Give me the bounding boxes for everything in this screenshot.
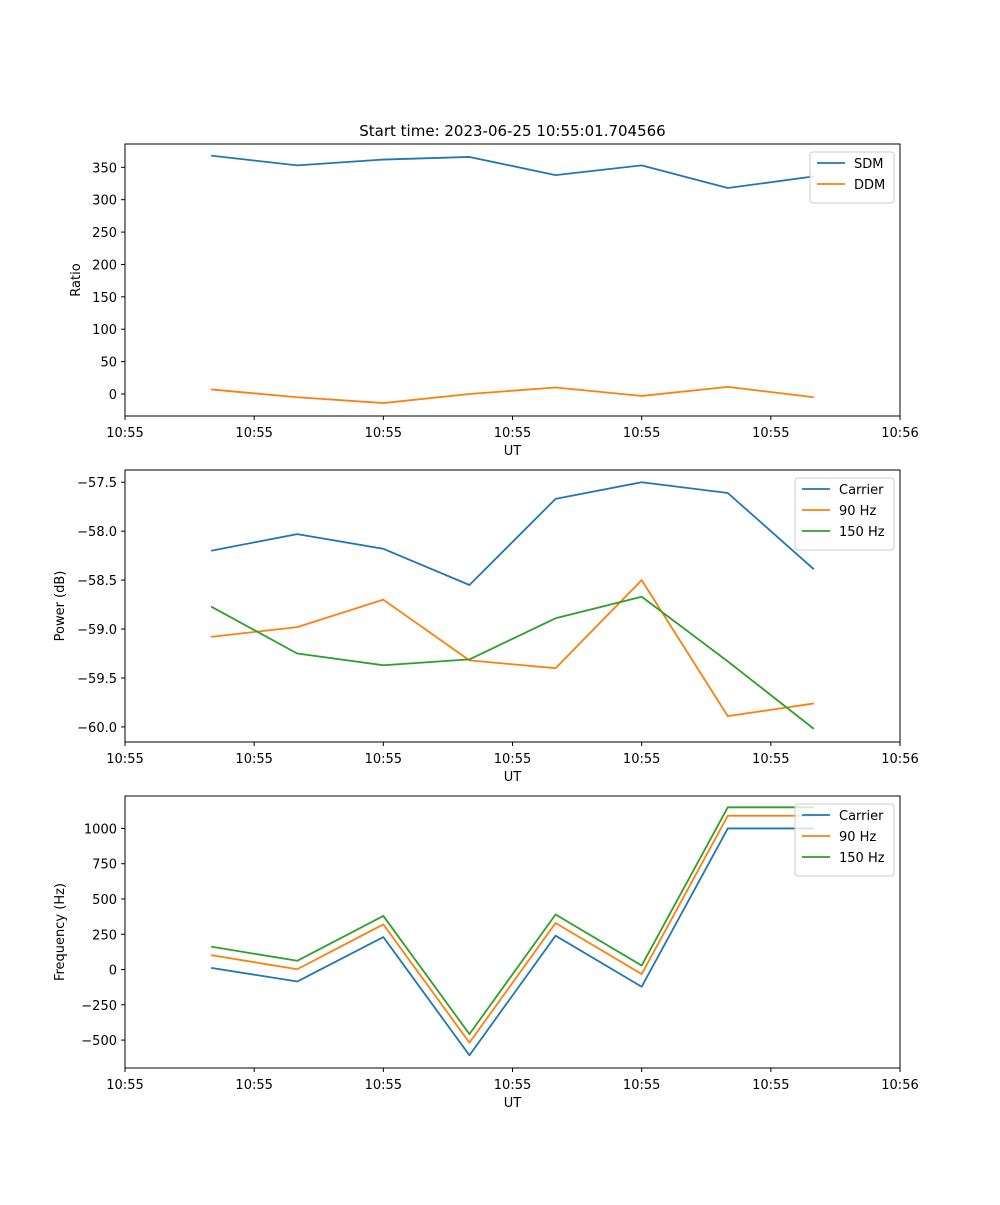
series-line-150-hz: [210, 595, 815, 730]
legend-box: [809, 151, 895, 204]
legend-label-carrier: Carrier: [839, 809, 884, 824]
series-line-90-hz: [210, 814, 814, 1044]
x-tick-label: 10:55: [365, 752, 402, 767]
y-tick-label: 250: [92, 928, 117, 943]
series-line-carrier: [210, 481, 815, 586]
legend-label-ddm: DDM: [854, 178, 885, 193]
x-tick-label: 10:55: [235, 1078, 272, 1093]
legend-label-150-hz: 150 Hz: [839, 851, 885, 866]
y-tick-label: −57.5: [77, 476, 117, 491]
y-tick-label: −500: [81, 1034, 117, 1049]
y-tick-label: −58.0: [77, 525, 117, 540]
power-plot-frame: [124, 469, 901, 743]
y-tick-label: −250: [81, 999, 117, 1014]
x-tick-label: 10:55: [235, 752, 272, 767]
x-tick-label: 10:56: [881, 752, 918, 767]
series-line-90-hz: [211, 579, 815, 718]
frequency-plot-frame: [124, 795, 901, 1069]
legend-box: [794, 477, 895, 551]
power-x-axis-label: UT: [504, 770, 522, 785]
frequency-y-axis-label: Frequency (Hz): [53, 883, 68, 981]
x-tick-label: 10:55: [752, 1078, 789, 1093]
x-tick-label: 10:55: [106, 426, 143, 441]
ratio-x-axis-label: UT: [504, 444, 522, 459]
y-tick-label: 1000: [84, 822, 117, 837]
y-tick-label: 350: [92, 161, 117, 176]
ratio-legend: SDM DDM: [809, 151, 895, 204]
x-tick-label: 10:55: [106, 1078, 143, 1093]
x-tick-label: 10:55: [106, 752, 143, 767]
y-tick-label: 100: [92, 323, 117, 338]
x-tick-label: 10:56: [881, 426, 918, 441]
y-tick-label: 750: [92, 858, 117, 873]
ratio-y-axis-label: Ratio: [69, 263, 84, 296]
y-tick-label: −60.0: [77, 721, 117, 736]
x-tick-label: 10:55: [235, 426, 272, 441]
x-tick-label: 10:55: [494, 426, 531, 441]
x-tick-label: 10:55: [494, 1078, 531, 1093]
frequency-x-axis-label: UT: [504, 1096, 522, 1111]
legend-label-90-hz: 90 Hz: [839, 830, 876, 845]
power-axes: 10:55 10:55 10:55 10:55 10:55 10:55 10:56 −60.0…: [53, 469, 919, 785]
x-tick-label: 10:55: [623, 1078, 660, 1093]
legend-label-sdm: SDM: [854, 157, 883, 172]
legend-label-carrier: Carrier: [839, 483, 884, 498]
x-tick-label: 10:56: [881, 1078, 918, 1093]
x-tick-label: 10:55: [365, 1078, 402, 1093]
y-tick-label: −58.5: [77, 574, 117, 589]
frequency-axes: 10:55 10:55 10:55 10:55 10:55 10:55 10:56 −500 −…: [53, 795, 919, 1111]
x-tick-label: 10:55: [365, 426, 402, 441]
legend-box: [794, 803, 895, 877]
y-tick-label: 200: [92, 258, 117, 273]
series-line-sdm: [211, 154, 815, 189]
y-tick-label: 50: [100, 356, 117, 371]
y-tick-label: −59.5: [77, 672, 117, 687]
power-y-axis-label: Power (dB): [53, 571, 68, 642]
x-tick-label: 10:55: [623, 752, 660, 767]
y-tick-label: 0: [109, 388, 117, 403]
x-tick-label: 10:55: [623, 426, 660, 441]
legend-label-90-hz: 90 Hz: [839, 504, 876, 519]
ratio-axes: 10:55 10:55 10:55 10:55 10:55 10:55 10:56 0 50 10…: [69, 143, 919, 459]
y-tick-label: 150: [92, 291, 117, 306]
y-tick-label: 500: [92, 893, 117, 908]
y-tick-label: 0: [109, 964, 117, 979]
figure-title: Start time: 2023-06-25 10:55:01.704566: [359, 122, 665, 140]
legend-label-150-hz: 150 Hz: [839, 525, 885, 540]
y-tick-label: 300: [92, 194, 117, 209]
series-line-ddm: [211, 385, 814, 404]
x-tick-label: 10:55: [752, 752, 789, 767]
y-tick-label: −59.0: [77, 623, 117, 638]
power-legend: Carrier 90 Hz 150 Hz: [794, 477, 895, 551]
y-tick-label: 250: [92, 226, 117, 241]
series-line-carrier: [210, 827, 814, 1057]
series-line-150-hz: [210, 806, 814, 1036]
frequency-legend: Carrier 90 Hz 150 Hz: [794, 803, 895, 877]
ratio-plot-frame: [124, 143, 901, 417]
x-tick-label: 10:55: [494, 752, 531, 767]
x-tick-label: 10:55: [752, 426, 789, 441]
